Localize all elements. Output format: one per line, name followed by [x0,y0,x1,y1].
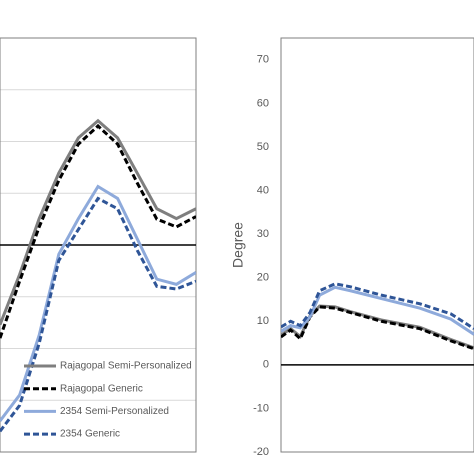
series-line [0,123,196,339]
legend-label: 2354 Semi-Personalized [60,406,169,417]
plot-frame [280,37,474,453]
series-line [0,118,196,326]
y-tick-label: 50 [257,141,269,153]
y-tick-label: 60 [257,97,269,109]
y-tick-label: -20 [253,446,269,458]
legend-label: 2354 Generic [60,429,120,440]
series-line [0,184,196,422]
y-axis-label: Degree [230,222,246,268]
y-tick-label: 40 [257,184,269,196]
series-line [281,282,474,330]
series-line [281,285,474,336]
legend-label: Rajagopal Generic [60,383,143,394]
y-tick-label: 30 [257,228,269,240]
y-tick-label: 20 [257,272,269,284]
y-tick-label: 0 [263,359,269,371]
series-line [281,305,474,351]
legend-label: Rajagopal Semi-Personalized [60,361,192,372]
y-tick-label: 70 [257,54,269,66]
series-line [0,196,196,433]
y-tick-label: 10 [257,315,269,327]
y-tick-label: -10 [253,402,269,414]
